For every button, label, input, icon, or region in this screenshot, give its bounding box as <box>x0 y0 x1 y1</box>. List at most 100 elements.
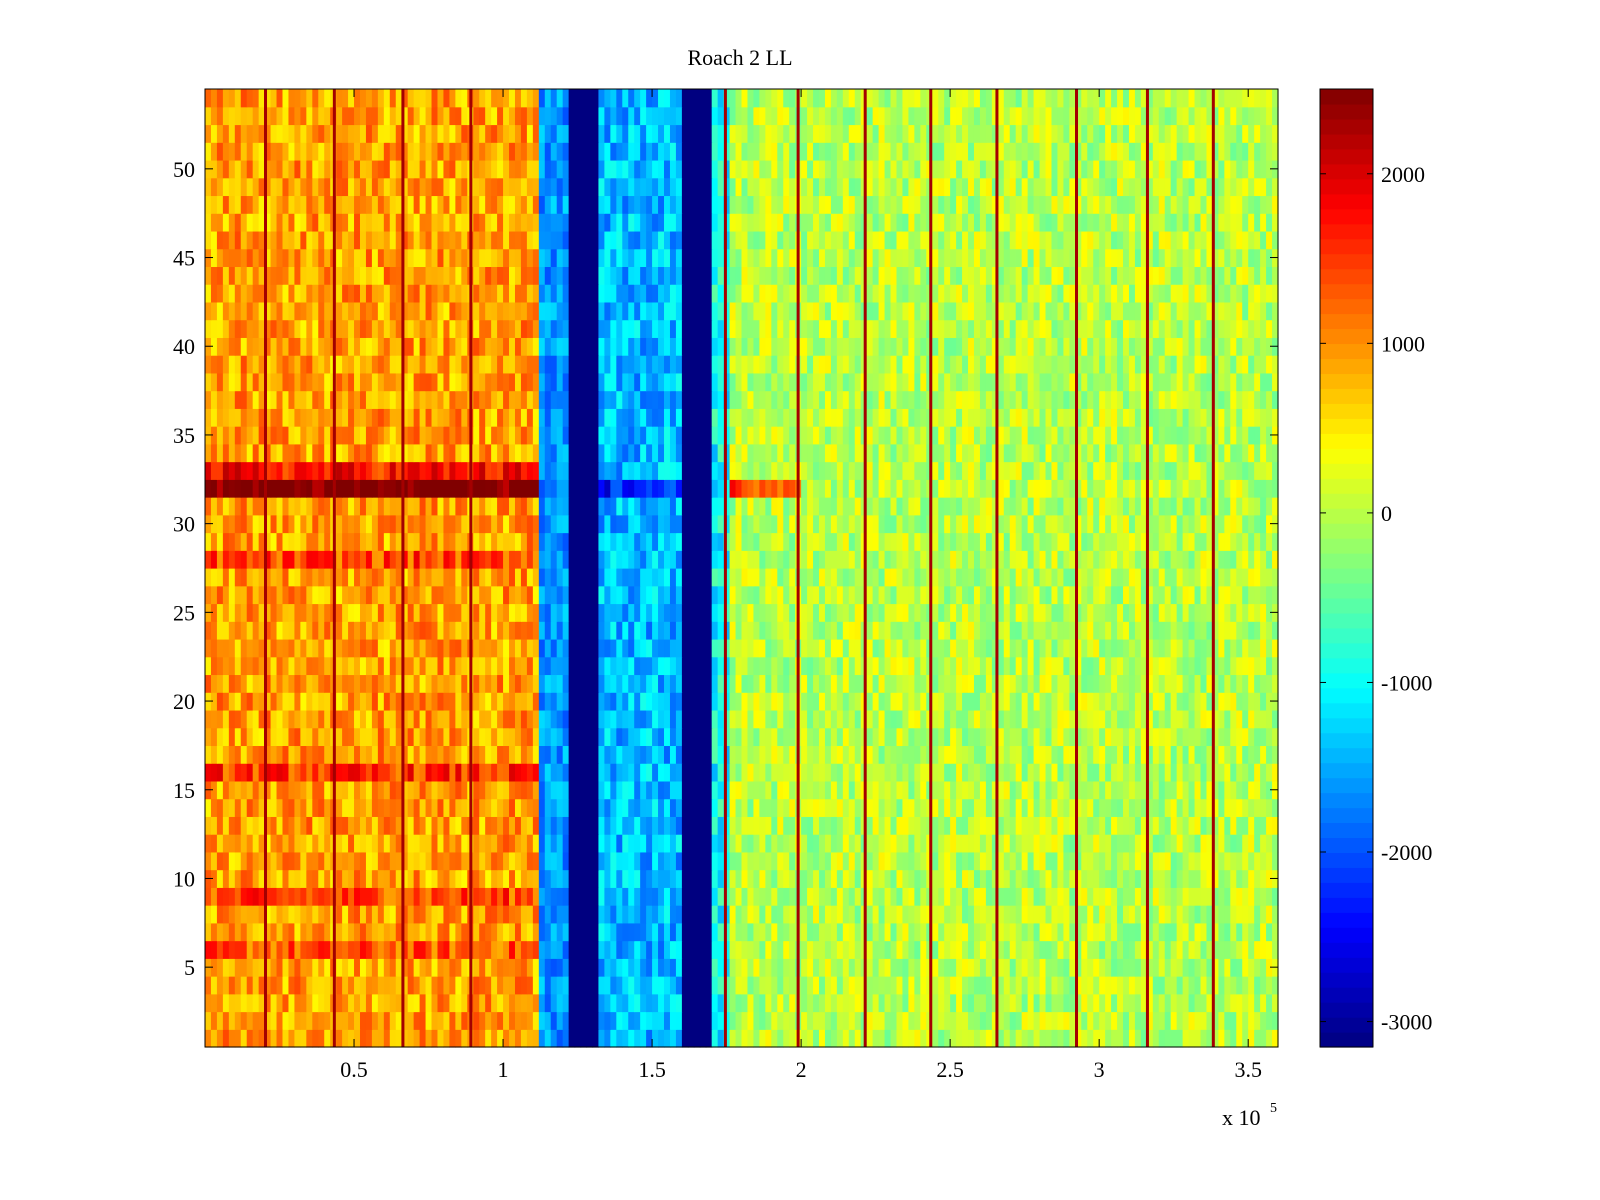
heatmap-cell <box>848 1029 856 1048</box>
heatmap-cell <box>461 727 468 747</box>
heatmap-cell <box>1272 656 1279 676</box>
heatmap-cell <box>1218 692 1225 711</box>
heatmap-cell <box>1176 656 1184 676</box>
heatmap-cell <box>1134 603 1142 622</box>
heatmap-cell <box>1051 745 1059 764</box>
heatmap-cell <box>991 692 999 711</box>
heatmap-cell <box>669 851 677 871</box>
heatmap-cell <box>652 550 659 569</box>
heatmap-cell <box>699 798 707 817</box>
heatmap-cell <box>920 585 927 605</box>
heatmap-cell <box>294 940 301 959</box>
heatmap-cell <box>1039 816 1047 835</box>
heatmap-cell <box>520 585 528 605</box>
heatmap-cell <box>771 816 778 835</box>
heatmap-cell <box>419 603 427 622</box>
heatmap-cell <box>1128 922 1136 942</box>
heatmap-cell <box>1123 656 1130 676</box>
heatmap-cell <box>288 709 296 729</box>
heatmap-cell <box>1212 585 1219 605</box>
heatmap-cell <box>1230 976 1237 995</box>
heatmap-cell <box>449 621 456 640</box>
heatmap-cell <box>216 674 224 693</box>
heatmap-cell <box>968 976 975 995</box>
heatmap-cell <box>1140 798 1148 817</box>
heatmap-cell <box>1146 585 1154 605</box>
heatmap-cell <box>985 780 993 800</box>
heatmap-cell <box>532 550 540 569</box>
heatmap-cell <box>735 887 743 906</box>
heatmap-cell <box>258 568 266 587</box>
heatmap-cell <box>652 638 659 658</box>
heatmap-cell <box>532 940 540 959</box>
heatmap-cell <box>1182 834 1190 853</box>
heatmap-cell <box>324 905 331 924</box>
heatmap-cell <box>962 993 969 1013</box>
heatmap-cell <box>896 887 904 906</box>
heatmap-cell <box>222 851 230 871</box>
heatmap-cell <box>979 674 987 693</box>
heatmap-cell <box>550 709 558 729</box>
heatmap-cell <box>1146 692 1154 711</box>
heatmap-cell <box>741 922 749 942</box>
heatmap-cell <box>1248 603 1255 622</box>
heatmap-cell <box>1045 656 1053 676</box>
heatmap-cell <box>1254 745 1261 764</box>
heatmap-cell <box>497 745 504 764</box>
heatmap-cell <box>652 869 659 888</box>
heatmap-cell <box>997 798 1005 817</box>
heatmap-cell <box>1015 763 1023 782</box>
heatmap-cell <box>538 727 546 747</box>
heatmap-cell <box>658 834 665 853</box>
heatmap-cell <box>389 922 397 942</box>
heatmap-cell <box>669 993 677 1013</box>
heatmap-cell <box>264 745 272 764</box>
heatmap-cell <box>562 798 570 817</box>
heatmap-cell <box>473 976 480 995</box>
heatmap-cell <box>485 656 492 676</box>
heatmap-cell <box>1015 692 1023 711</box>
heatmap-cell <box>866 1011 874 1030</box>
heatmap-cell <box>646 638 653 658</box>
heatmap-cell <box>914 745 921 764</box>
heatmap-cell <box>1021 851 1029 871</box>
heatmap-cell <box>348 851 355 871</box>
heatmap-cell <box>1218 976 1225 995</box>
heatmap-cell <box>950 940 957 959</box>
heatmap-cell <box>634 763 641 782</box>
heatmap-cell <box>318 745 325 764</box>
heatmap-cell <box>1099 603 1106 622</box>
heatmap-cell <box>628 922 635 942</box>
heatmap-cell <box>485 585 492 605</box>
heatmap-cell <box>520 727 528 747</box>
heatmap-cell <box>771 621 778 640</box>
heatmap-cell <box>1176 745 1184 764</box>
heatmap-cell <box>342 674 349 693</box>
heatmap-cell <box>669 958 677 977</box>
heatmap-cell <box>705 745 713 764</box>
heatmap-cell <box>920 674 927 693</box>
heatmap-cell <box>485 638 492 658</box>
heatmap-cell <box>240 1029 248 1048</box>
heatmap-cell <box>389 834 397 853</box>
heatmap-cell <box>1176 834 1184 853</box>
heatmap-cell <box>312 638 319 658</box>
heatmap-cell <box>479 887 486 906</box>
heatmap-cell <box>640 568 647 587</box>
heatmap-cell <box>1158 780 1166 800</box>
heatmap-cell <box>443 727 450 747</box>
heatmap-cell <box>759 621 766 640</box>
heatmap-cell <box>646 1029 653 1048</box>
heatmap-cell <box>610 550 617 569</box>
heatmap-cell <box>991 780 999 800</box>
heatmap-cell <box>455 674 462 693</box>
heatmap-cell <box>890 550 898 569</box>
heatmap-cell <box>1134 940 1142 959</box>
heatmap-cell <box>228 709 236 729</box>
heatmap-cell <box>550 834 558 853</box>
heatmap-cell <box>503 958 510 977</box>
heatmap-cell <box>932 550 939 569</box>
heatmap-cell <box>1164 993 1172 1013</box>
heatmap-cell <box>479 905 486 924</box>
heatmap-cell <box>455 1029 462 1048</box>
